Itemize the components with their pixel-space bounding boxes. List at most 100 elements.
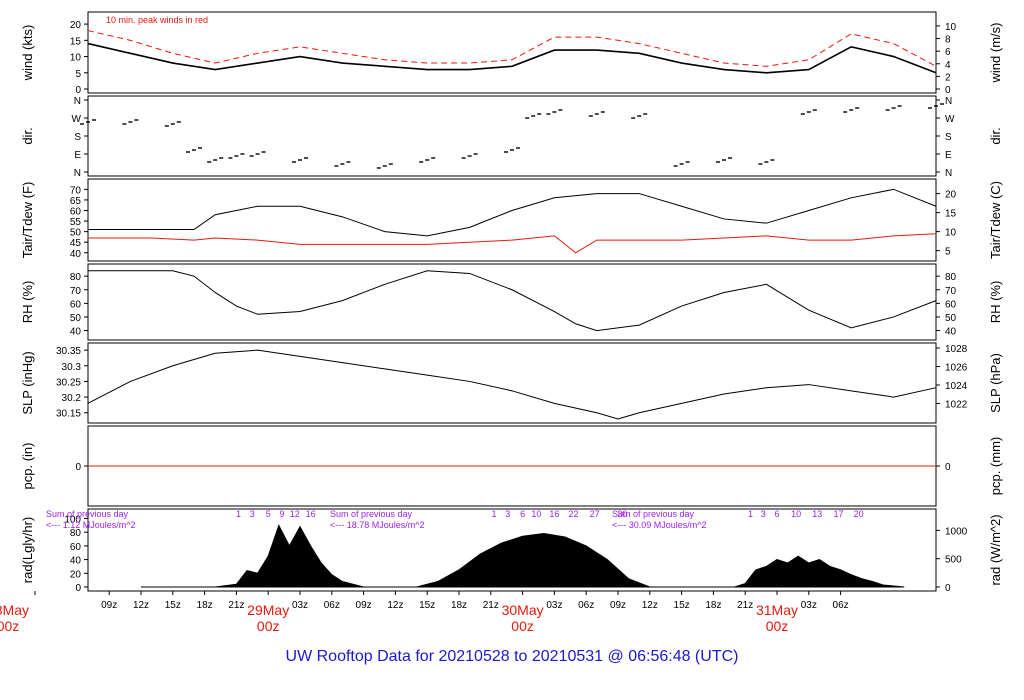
rad-hour-mark: 6	[774, 509, 779, 519]
x-tick-label: 12z	[642, 600, 658, 611]
day-label: 30May	[502, 602, 544, 618]
rad-left-tick-label: 40	[70, 556, 82, 567]
rh-plot-frame	[87, 263, 937, 341]
day-sublabel: 00z	[766, 618, 789, 634]
temp-left-tick-label: 55	[70, 217, 82, 228]
rh-series-0	[88, 270, 937, 332]
x-tick-label: 09z	[101, 600, 117, 611]
day-label: 31May	[756, 602, 798, 618]
wind-series-0	[87, 42, 937, 74]
dir-plot-frame	[87, 95, 937, 177]
slp-plot-frame	[87, 342, 937, 424]
day-label: 29May	[247, 602, 289, 618]
rad-sum-label: Sum of previous day	[612, 509, 695, 519]
rad-hour-mark: 9	[279, 509, 284, 519]
wind-annotation: 10 min. peak winds in red	[106, 15, 208, 25]
rh-right-tick-label: 40	[945, 327, 957, 338]
rad-hour-mark: 10	[791, 509, 801, 519]
wind-plot-frame	[87, 11, 937, 94]
wind-left-tick-label: 10	[70, 53, 82, 64]
rad-left-tick-label: 60	[70, 542, 82, 553]
pcp-left-tick-label: 0	[75, 462, 81, 473]
x-tick-label: 18z	[705, 600, 721, 611]
x-tick-label: 15z	[674, 600, 690, 611]
slp-left-tick-label: 30.35	[56, 346, 81, 357]
wind-left-tick-label: 0	[75, 85, 81, 96]
slp-left-axis-label: SLP (inHg)	[20, 351, 35, 414]
rad-left-tick-label: 20	[70, 569, 82, 580]
slp-right-axis-label: SLP (hPa)	[988, 353, 1003, 413]
day-sublabel: 00z	[257, 618, 280, 634]
temp-series-1	[88, 233, 937, 254]
temp-right-tick-label: 5	[945, 247, 951, 258]
rad-left-tick-label: 0	[75, 583, 81, 594]
pcp-right-axis-label: pcp. (mm)	[988, 437, 1003, 496]
x-tick-label: 18z	[451, 600, 467, 611]
wind-right-axis-label: wind (m/s)	[988, 23, 1003, 84]
x-tick-label: 15z	[419, 600, 435, 611]
rh-right-tick-label: 80	[945, 272, 957, 283]
dir-left-axis-label: dir.	[20, 127, 35, 144]
rad-area-series	[141, 524, 905, 588]
temp-right-axis-label: Tair/Tdew (C)	[988, 181, 1003, 259]
rad-right-tick-label: 0	[945, 583, 951, 594]
rh-right-axis-label: RH (%)	[988, 281, 1003, 324]
temp-left-tick-label: 50	[70, 228, 82, 239]
rad-hour-mark: 16	[306, 509, 316, 519]
slp-left-tick-label: 30.2	[62, 393, 82, 404]
rad-hour-mark: 22	[568, 509, 578, 519]
rad-right-tick-label: 1000	[945, 526, 968, 537]
rad-sum-value: <--- 30.09 MJoules/m^2	[612, 520, 707, 530]
rh-left-tick-label: 60	[70, 299, 82, 310]
temp-left-tick-label: 70	[70, 185, 82, 196]
wind-right-tick-label: 0	[945, 85, 951, 96]
dir-left-tick-label: N	[74, 168, 81, 179]
rad-hour-mark: 6	[520, 509, 525, 519]
wind-right-tick-label: 2	[945, 72, 951, 83]
rad-right-axis-label: rad (W/m^2)	[988, 514, 1003, 585]
rad-hour-mark: 20	[854, 509, 864, 519]
wind-series-1	[87, 30, 937, 67]
day-label: 28May	[0, 602, 29, 618]
temp-right-tick-label: 10	[945, 228, 957, 239]
rh-right-tick-label: 70	[945, 286, 957, 297]
rad-hour-mark: 13	[812, 509, 822, 519]
slp-right-tick-label: 1024	[945, 381, 968, 392]
temp-left-tick-label: 45	[70, 238, 82, 249]
dir-right-tick-label: S	[945, 132, 952, 143]
temp-plot-frame	[87, 178, 937, 262]
x-tick-label: 06z	[833, 600, 849, 611]
slp-right-tick-label: 1022	[945, 399, 968, 410]
x-tick-label: 21z	[483, 600, 499, 611]
wind-right-tick-label: 6	[945, 47, 951, 58]
slp-left-tick-label: 30.25	[56, 377, 81, 388]
rad-hour-mark: 1	[491, 509, 496, 519]
x-tick-label: 06z	[324, 600, 340, 611]
page-title: UW Rooftop Data for 20210528 to 20210531…	[285, 648, 739, 665]
pcp-left-axis-label: pcp. (in)	[20, 443, 35, 490]
slp-left-tick-label: 30.15	[56, 409, 81, 420]
dir-left-tick-label: S	[74, 132, 81, 143]
x-tick-label: 09z	[356, 600, 372, 611]
wind-left-tick-label: 15	[70, 36, 82, 47]
x-tick-label: 06z	[578, 600, 594, 611]
rad-sum-label: Sum of previous day	[46, 509, 129, 519]
temp-series-0	[88, 188, 937, 237]
rad-hour-mark: 3	[505, 509, 510, 519]
slp-right-tick-label: 1028	[945, 344, 968, 355]
temp-left-tick-label: 40	[70, 249, 82, 260]
wind-right-tick-label: 4	[945, 60, 951, 71]
dir-right-tick-label: E	[945, 150, 952, 161]
rh-right-tick-label: 50	[945, 313, 957, 324]
x-tick-label: 03z	[801, 600, 817, 611]
rad-left-tick-label: 80	[70, 528, 82, 539]
rh-left-tick-label: 70	[70, 286, 82, 297]
wind-left-tick-label: 20	[70, 20, 82, 31]
temp-right-tick-label: 20	[945, 190, 957, 201]
dir-right-tick-label: W	[945, 114, 955, 125]
x-tick-label: 12z	[133, 600, 149, 611]
wind-right-tick-label: 10	[945, 22, 957, 33]
rad-plot-frame	[87, 508, 937, 592]
rh-left-tick-label: 40	[70, 327, 82, 338]
rad-left-axis-label: rad(Lgly/hr)	[20, 517, 35, 583]
